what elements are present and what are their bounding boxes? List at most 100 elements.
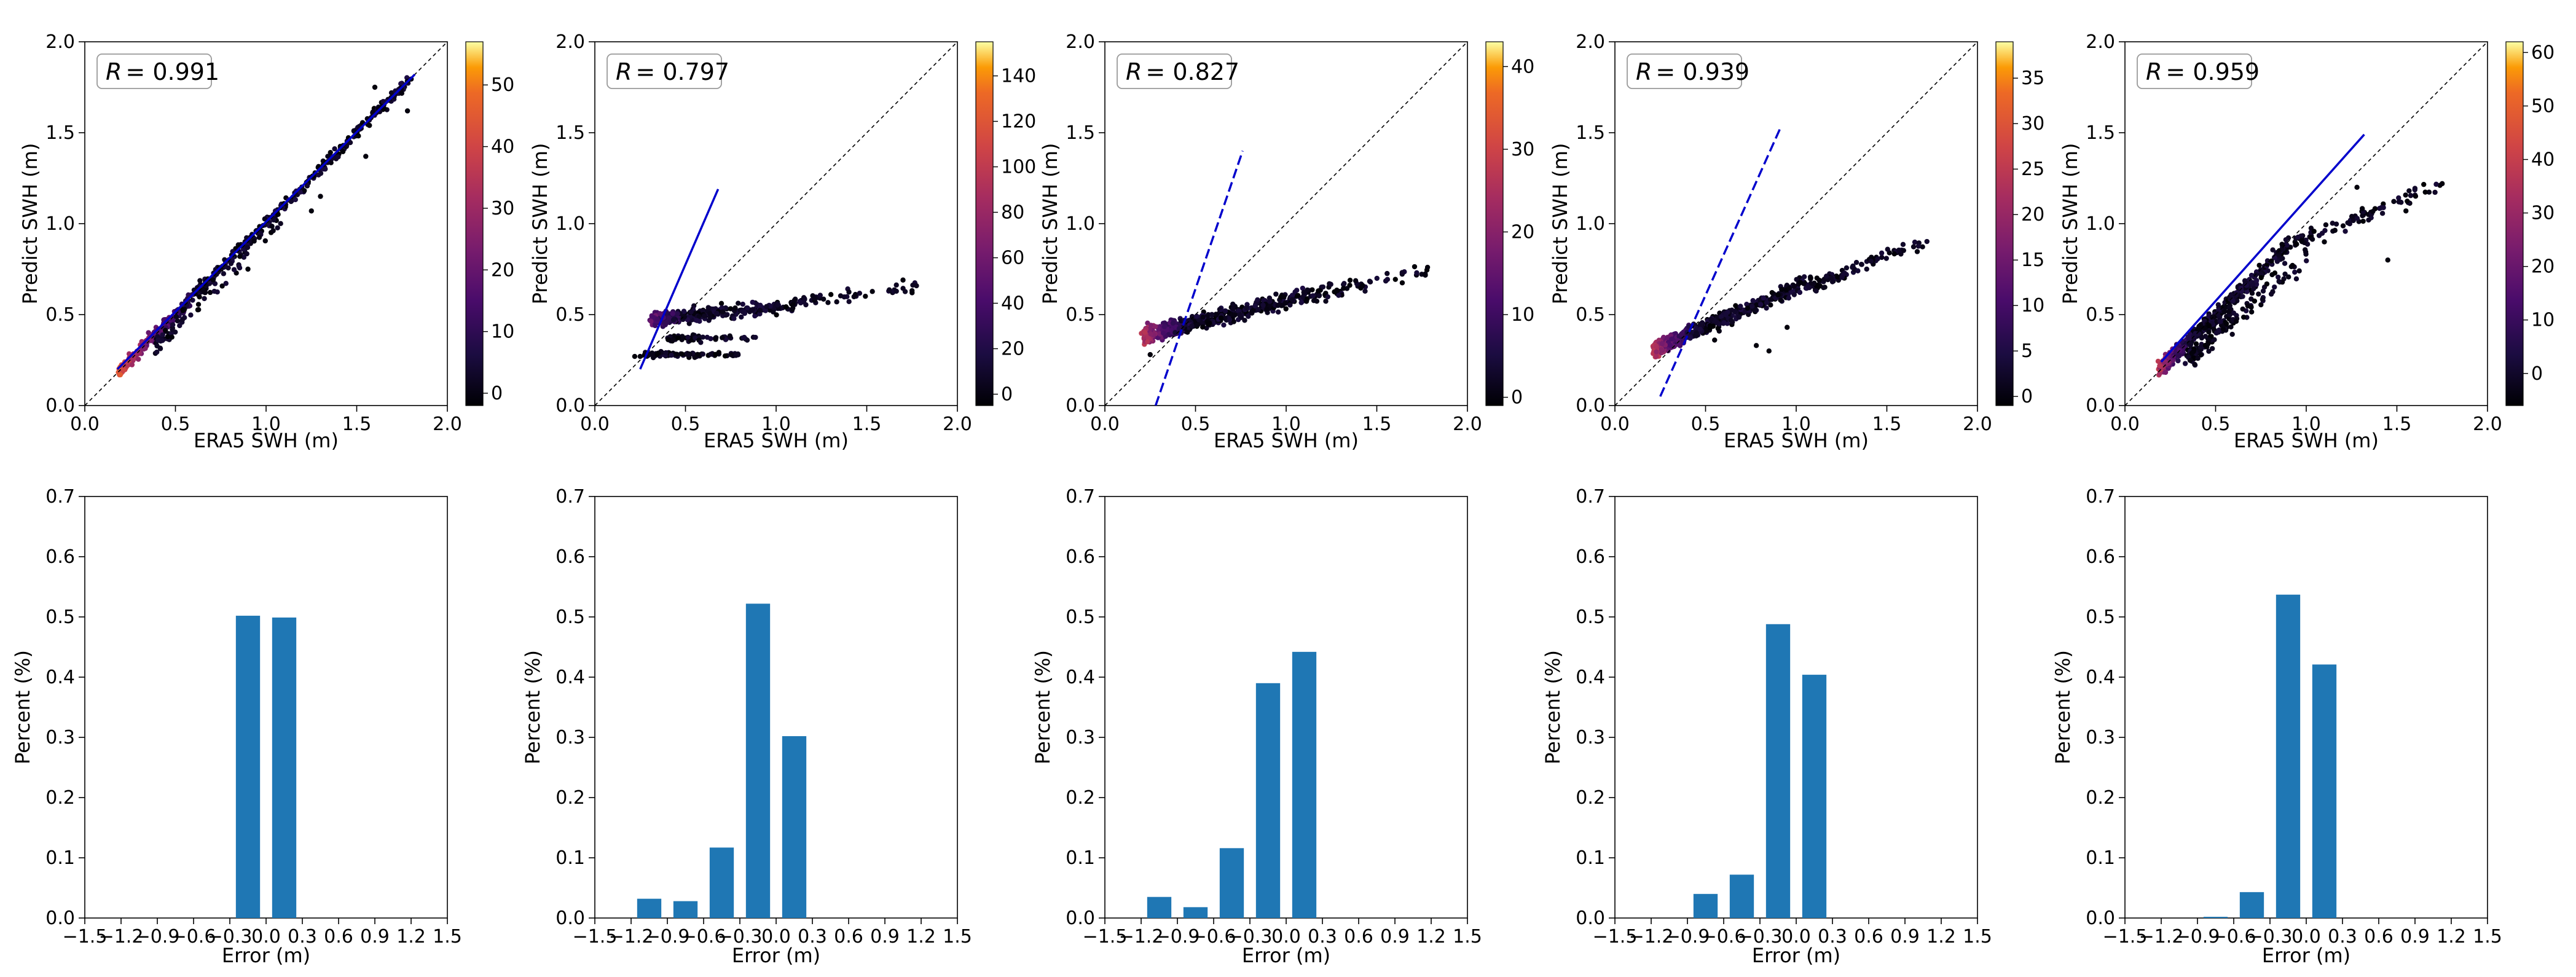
r-annotation-box bbox=[607, 53, 722, 89]
scatter-point bbox=[650, 315, 656, 320]
scatter-point bbox=[2340, 223, 2346, 229]
scatter-point bbox=[1715, 326, 1721, 331]
scatter-point bbox=[2188, 342, 2194, 347]
scatter-point bbox=[2354, 184, 2360, 190]
hist-5-panel: −1.5−1.2−0.9−0.6−0.30.0 0.3 0.6 0.9 1.2 1.50.… bbox=[2051, 486, 2502, 967]
scatter-point bbox=[914, 283, 919, 289]
x-tick-label: 2.0 bbox=[2473, 414, 2502, 435]
scatter-point bbox=[2421, 181, 2427, 187]
scatter-point bbox=[2283, 237, 2289, 243]
scatter-point bbox=[2233, 318, 2239, 324]
scatter-point bbox=[1915, 243, 1922, 249]
r-symbol: R bbox=[2146, 58, 2162, 85]
regression-line bbox=[1154, 151, 1244, 406]
x-tick-label: −1.5 bbox=[573, 926, 618, 948]
x-tick-label: −0.6 bbox=[1702, 926, 1746, 948]
scatter-point bbox=[154, 349, 160, 355]
y-tick-label: 0.0 bbox=[556, 395, 585, 417]
r-value: = 0.939 bbox=[1655, 58, 1749, 85]
scatter-point bbox=[750, 307, 756, 312]
scatter-point bbox=[1914, 249, 1920, 254]
scatter-point bbox=[2406, 188, 2412, 194]
scatter-point bbox=[332, 146, 337, 152]
scatter-point bbox=[2422, 189, 2428, 195]
histogram-bar bbox=[1147, 897, 1172, 918]
scatter-point bbox=[2209, 346, 2215, 351]
scatter-point bbox=[165, 334, 171, 340]
scatter-point bbox=[1236, 308, 1241, 313]
x-tick-label: 0.0 bbox=[1781, 926, 1811, 948]
colorbar-tick-label: 50 bbox=[491, 74, 514, 96]
x-axis-label: Error (m) bbox=[222, 944, 310, 967]
scatter-point bbox=[1764, 300, 1770, 305]
histogram-bar bbox=[1729, 874, 1754, 918]
scatter-point bbox=[1801, 274, 1807, 280]
colorbar-tick-label: 30 bbox=[2021, 113, 2044, 135]
scatter-point bbox=[1152, 324, 1158, 329]
scatter-point bbox=[162, 328, 168, 333]
scatter-point bbox=[245, 245, 251, 250]
scatter-point bbox=[2215, 311, 2221, 316]
scatter-point bbox=[648, 318, 654, 324]
scatter-point bbox=[1260, 302, 1266, 308]
scatter-point bbox=[2295, 234, 2301, 240]
y-tick-label: 1.0 bbox=[2086, 213, 2115, 235]
scatter-point bbox=[736, 300, 741, 306]
scatter-point bbox=[1347, 277, 1353, 283]
colorbar-tick-label: 0 bbox=[2021, 386, 2033, 407]
scatter-point bbox=[1384, 270, 1390, 277]
scatter-point bbox=[2311, 229, 2317, 234]
scatter-point bbox=[1824, 273, 1829, 279]
scatter-point bbox=[1669, 336, 1675, 342]
x-tick-label: 1.2 bbox=[1416, 926, 1446, 948]
scatter-point bbox=[2205, 341, 2211, 347]
colorbar-tick-label: 30 bbox=[2531, 203, 2554, 224]
scatter-point bbox=[1753, 343, 1759, 348]
scatter-point bbox=[195, 302, 202, 307]
scatter-point bbox=[2188, 358, 2193, 363]
scatter-point bbox=[293, 197, 298, 203]
r-annotation-text: R = 0.827 bbox=[1126, 58, 1239, 85]
y-tick-label: 2.0 bbox=[556, 31, 585, 53]
scatter-point bbox=[136, 356, 141, 362]
y-tick-label: 0.3 bbox=[1066, 727, 1095, 748]
scatter-point bbox=[1353, 278, 1359, 284]
scatter-point bbox=[1736, 315, 1742, 320]
scatter-point bbox=[154, 343, 160, 349]
y-tick-label: 0.7 bbox=[2086, 486, 2115, 508]
scatter-point bbox=[117, 372, 124, 378]
colorbar-tick-label: 20 bbox=[1001, 339, 1024, 360]
scatter-point bbox=[2379, 211, 2386, 216]
scatter-point bbox=[1147, 351, 1153, 358]
x-tick-label: 0.3 bbox=[2328, 926, 2357, 948]
scatter-point bbox=[2198, 352, 2204, 358]
y-tick-label: 0.2 bbox=[556, 787, 585, 809]
scatter-point bbox=[666, 337, 671, 343]
scatter-point bbox=[900, 286, 906, 291]
x-axis-label: ERA5 SWH (m) bbox=[1724, 429, 1869, 452]
scatter-point bbox=[1148, 323, 1154, 328]
scatter-point bbox=[398, 81, 404, 87]
r-value: = 0.827 bbox=[1145, 58, 1239, 85]
scatter-point bbox=[244, 251, 249, 257]
scatter-point bbox=[2296, 268, 2302, 274]
scatter-point bbox=[1161, 324, 1168, 329]
y-tick-label: 0.5 bbox=[45, 304, 75, 326]
scatter-point bbox=[1733, 303, 1738, 308]
colorbar bbox=[975, 41, 994, 406]
x-axis-label: Error (m) bbox=[1242, 944, 1330, 967]
scatter-point bbox=[2272, 270, 2278, 276]
hist-3-panel: −1.5−1.2−0.9−0.6−0.30.0 0.3 0.6 0.9 1.2 1.50.… bbox=[1031, 486, 1482, 967]
y-tick-label: 0.4 bbox=[2086, 667, 2115, 688]
x-tick-label: 0.6 bbox=[324, 926, 353, 948]
scatter-point bbox=[1654, 343, 1659, 349]
y-tick-label: 0.0 bbox=[2086, 395, 2115, 417]
scatter-point bbox=[328, 149, 333, 155]
x-tick-label: 1.0 bbox=[761, 414, 791, 435]
scatter-point bbox=[666, 315, 672, 321]
x-tick-label: 0.6 bbox=[2364, 926, 2393, 948]
scatter-point bbox=[1896, 247, 1902, 253]
scatter-point bbox=[202, 296, 207, 302]
y-tick-label: 1.5 bbox=[556, 122, 585, 144]
scatter-point bbox=[1786, 285, 1792, 291]
